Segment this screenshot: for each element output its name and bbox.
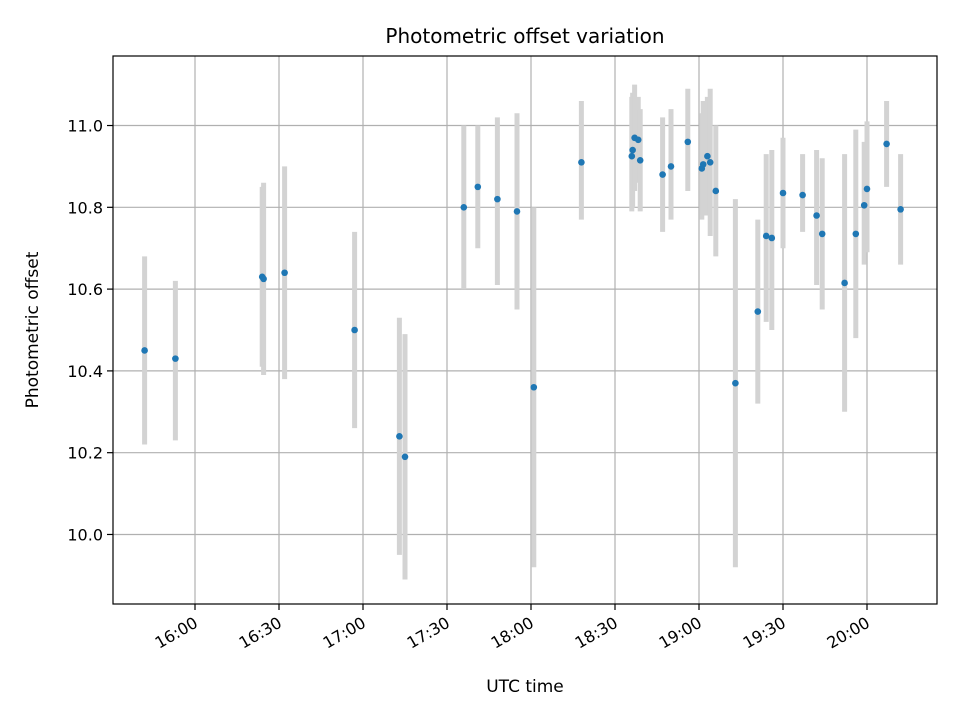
data-point: [699, 161, 707, 168]
data-point: [667, 163, 675, 170]
data-point: [841, 279, 848, 287]
data-point: [634, 136, 642, 144]
data-point: [141, 347, 148, 354]
y-tick-label: 10.8: [67, 198, 103, 217]
data-point: [628, 152, 636, 160]
chart-title: Photometric offset variation: [385, 24, 664, 48]
data-point: [706, 159, 714, 166]
y-axis-ticks: 10.0 10.2 10.4 10.6 10.8 11.0: [67, 117, 113, 544]
data-point: [578, 159, 585, 166]
y-tick-label: 11.0: [67, 117, 103, 136]
data-point: [636, 156, 644, 164]
data-point: [762, 232, 770, 240]
data-point: [863, 185, 871, 193]
data-point: [401, 453, 409, 461]
data-point: [732, 379, 739, 387]
data-point: [799, 191, 806, 199]
y-tick-label: 10.2: [67, 444, 103, 463]
data-point: [813, 212, 820, 219]
y-tick-label: 10.4: [67, 362, 103, 381]
data-point: [684, 138, 692, 146]
data-point: [754, 308, 762, 315]
data-points: [141, 134, 904, 461]
data-point: [260, 275, 267, 283]
data-point: [460, 204, 468, 211]
data-point: [852, 230, 860, 238]
data-point: [172, 355, 179, 362]
data-point: [860, 201, 868, 209]
y-tick-label: 10.6: [67, 280, 103, 299]
data-point: [530, 383, 538, 391]
data-point: [659, 171, 666, 178]
data-point: [768, 234, 776, 242]
plot-frame: [112, 55, 938, 605]
x-axis-label: UTC time: [486, 677, 564, 697]
data-point: [281, 269, 288, 277]
data-point: [818, 230, 826, 238]
data-point: [351, 326, 358, 334]
data-point: [474, 183, 482, 191]
data-point: [704, 152, 711, 160]
data-point: [629, 146, 636, 154]
data-point: [513, 208, 521, 215]
data-point: [883, 140, 890, 148]
data-point: [494, 195, 501, 203]
data-point: [712, 187, 720, 195]
y-axis-label: Photometric offset: [23, 251, 43, 408]
y-tick-label: 10.0: [67, 525, 103, 544]
data-point: [897, 206, 904, 213]
data-point: [779, 189, 787, 197]
data-point: [396, 433, 403, 440]
